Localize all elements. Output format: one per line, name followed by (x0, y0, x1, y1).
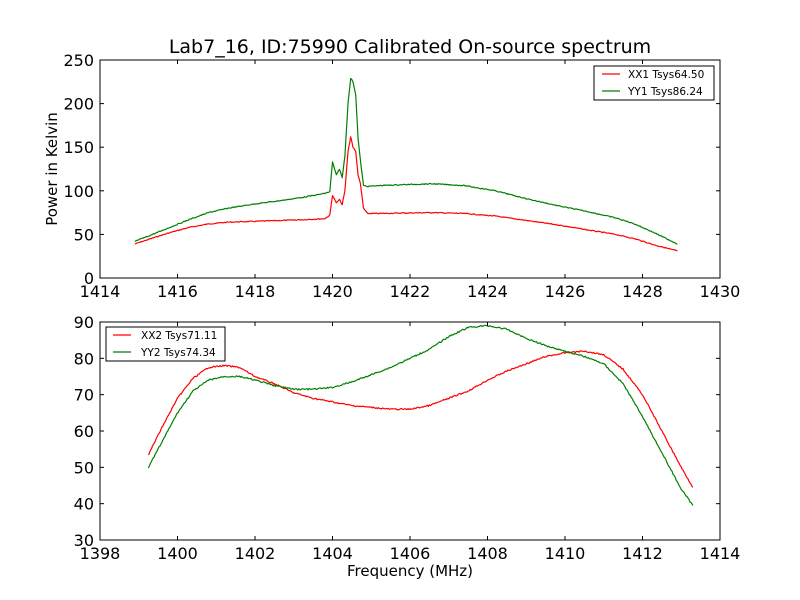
y-tick-label: 70 (74, 386, 94, 405)
top-subplot-series (134, 77, 678, 252)
bottom-subplot-series (147, 324, 694, 506)
y-tick-label: 0 (84, 269, 94, 288)
x-tick-label: 1426 (545, 282, 586, 301)
x-tick-label: 1430 (700, 282, 741, 301)
y-tick-label: 100 (63, 182, 94, 201)
bottom-legend-box (105, 326, 226, 362)
x-tick-label: 1420 (312, 282, 353, 301)
series-line-xx1 (134, 136, 678, 252)
bottom-subplot: 1398 1400 1402 1404 1406 1408 1410 1412 1414 30 40… (74, 313, 741, 580)
y-tick-label: 50 (74, 225, 94, 244)
y-tick-label: 30 (74, 531, 94, 550)
x-tick-label: 1418 (235, 282, 276, 301)
legend-label-yy2: YY2 Tsys74.34 (140, 347, 216, 359)
x-axis-label: Frequency (MHz) (347, 562, 473, 580)
x-tick-label: 1416 (157, 282, 198, 301)
x-tick-label: 1404 (312, 544, 353, 563)
y-tick-label: 90 (74, 313, 94, 332)
bottom-subplot-ticks: 1398 1400 1402 1404 1406 1408 1410 1412 1414 30 40… (74, 313, 741, 563)
x-tick-label: 1408 (467, 544, 508, 563)
x-tick-label: 1414 (700, 544, 741, 563)
x-tick-label: 1424 (467, 282, 508, 301)
series-line-yy2 (147, 324, 694, 506)
y-tick-label: 60 (74, 422, 94, 441)
x-tick-label: 1400 (157, 544, 198, 563)
legend-label-yy1: YY1 Tsys86.24 (627, 86, 703, 98)
x-tick-label: 1398 (80, 544, 121, 563)
legend-label-xx1: XX1 Tsys64.50 (628, 69, 704, 81)
x-tick-label: 1406 (390, 544, 431, 563)
x-tick-label: 1410 (545, 544, 586, 563)
y-tick-label: 150 (63, 138, 94, 157)
legend-label-xx2: XX2 Tsys71.11 (141, 330, 217, 342)
x-tick-label: 1412 (622, 544, 663, 563)
bottom-legend: XX2 Tsys71.11 YY2 Tsys74.34 (105, 326, 226, 362)
chart-title: Lab7_16, ID:75990 Calibrated On-source s… (169, 36, 651, 58)
y-tick-label: 50 (74, 458, 94, 477)
y-tick-label: 200 (63, 95, 94, 114)
series-line-xx2 (147, 350, 694, 488)
top-legend-box (593, 65, 715, 101)
y-tick-label: 80 (74, 349, 94, 368)
top-legend: XX1 Tsys64.50 YY1 Tsys86.24 (593, 65, 715, 101)
x-tick-label: 1428 (622, 282, 663, 301)
y-tick-label: 250 (63, 51, 94, 70)
x-tick-label: 1414 (80, 282, 121, 301)
y-axis-label: Power in Kelvin (43, 112, 61, 226)
x-tick-label: 1422 (390, 282, 431, 301)
x-tick-label: 1402 (235, 544, 276, 563)
top-subplot-ticks: 1414 1416 1418 1420 1422 1424 1426 1428 1430 0 50 1… (63, 51, 740, 301)
y-tick-label: 40 (74, 495, 94, 514)
top-subplot: 1414 1416 1418 1420 1422 1424 1426 1428 1430 0 50 1… (43, 51, 740, 301)
series-line-yy1 (134, 77, 678, 245)
